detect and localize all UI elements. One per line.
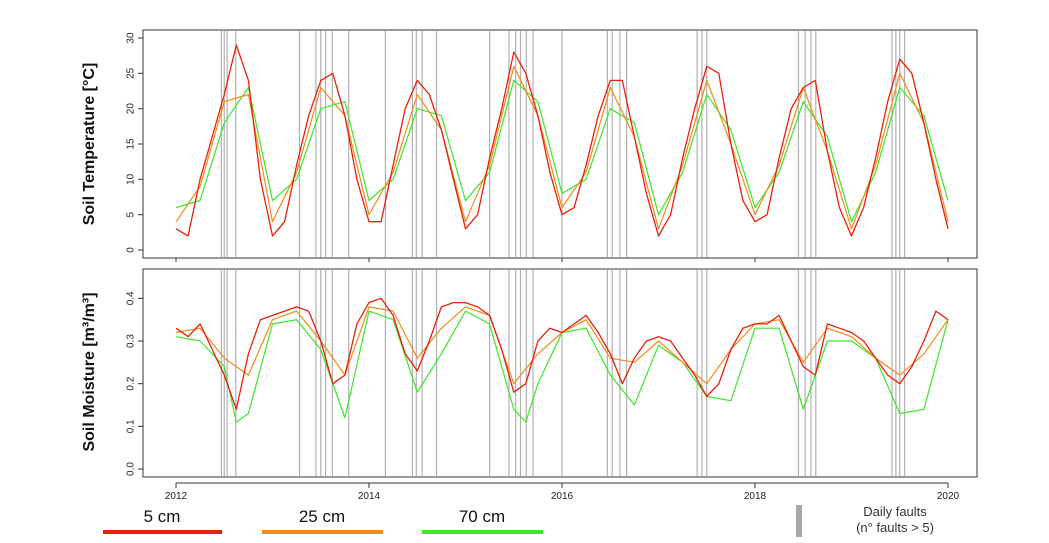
legend-item-daily-faults: Daily faults (n° faults > 5) — [796, 504, 934, 537]
x-tick-label: 2018 — [744, 491, 767, 502]
moisture-panel: 0.0 0.1 0.2 0.3 0.4 2012 2014 2016 2018 2020 Soi… — [81, 268, 978, 502]
temperature-fault-lines — [220, 31, 906, 257]
temperature-y-tick-label: 20 — [126, 103, 137, 115]
temperature-series-5cm — [175, 44, 949, 237]
temperature-axis-label: Soil Temperature [°C] — [81, 63, 98, 226]
temperature-series — [175, 44, 949, 237]
moisture-axis-label: Soil Moisture [m³/m³] — [81, 292, 98, 451]
moisture-plot-frame — [142, 268, 978, 478]
moisture-series-5cm — [175, 297, 949, 410]
legend-label-70cm: 70 cm — [459, 507, 505, 526]
temperature-panel: 0 5 10 15 20 25 30 Soil Temperature [°C] — [81, 29, 978, 262]
temperature-y-tick-label: 15 — [126, 138, 137, 150]
temperature-plot-frame — [142, 29, 978, 259]
temperature-y-tick-label: 0 — [126, 247, 137, 253]
temperature-y-tick-label: 10 — [126, 173, 137, 185]
legend-label-5cm: 5 cm — [144, 507, 181, 526]
moisture-y-tick-label: 0.1 — [126, 419, 137, 433]
moisture-fault-lines — [220, 270, 906, 476]
legend-item-25cm: 25 cm — [262, 507, 383, 534]
temperature-y-tick-label: 30 — [126, 32, 137, 44]
x-tick-label: 2014 — [358, 491, 381, 502]
temperature-series-25cm — [175, 65, 949, 230]
moisture-y-tick-label: 0.0 — [126, 462, 137, 476]
legend-swatch-faults — [796, 505, 802, 537]
x-tick-label: 2016 — [551, 491, 574, 502]
moisture-series-70cm — [175, 310, 949, 423]
legend-item-5cm: 5 cm — [103, 507, 222, 534]
temperature-y-tick-label: 25 — [126, 67, 137, 79]
legend-item-70cm: 70 cm — [422, 507, 543, 534]
legend-label-faults: Daily faults — [863, 504, 927, 519]
temperature-y-axis: 0 5 10 15 20 25 30 — [126, 32, 949, 262]
moisture-y-tick-label: 0.2 — [126, 376, 137, 390]
moisture-y-axis: 0.0 0.1 0.2 0.3 0.4 — [126, 291, 143, 476]
x-tick-label: 2012 — [165, 491, 188, 502]
moisture-y-tick-label: 0.4 — [126, 291, 137, 305]
moisture-series — [175, 297, 949, 423]
legend: 5 cm 25 cm 70 cm Daily faults (n° faults… — [103, 504, 934, 537]
legend-label-25cm: 25 cm — [299, 507, 345, 526]
temperature-series-70cm — [175, 79, 949, 223]
temperature-y-tick-label: 5 — [126, 211, 137, 217]
x-tick-label: 2020 — [937, 491, 960, 502]
legend-label-faults-condition: (n° faults > 5) — [856, 520, 934, 535]
moisture-y-tick-label: 0.3 — [126, 334, 137, 348]
year-x-axis: 2012 2014 2016 2018 2020 — [165, 482, 960, 502]
